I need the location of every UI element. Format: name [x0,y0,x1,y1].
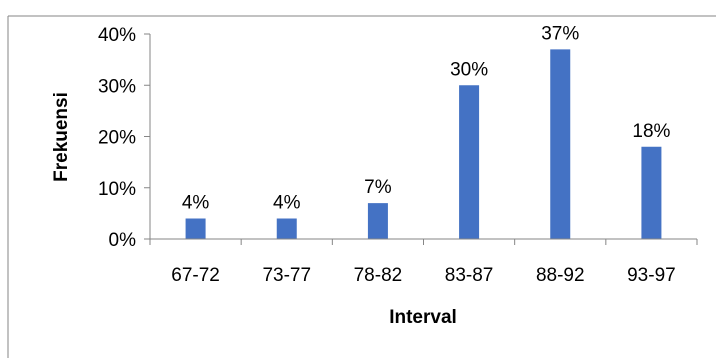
bars [185,49,662,239]
data-label: 30% [450,59,488,80]
x-tick-label: 88-92 [536,265,585,286]
bar [550,49,571,239]
data-label: 7% [364,177,392,198]
x-axis: 67-72 73-77 78-82 83-87 88-92 93-97 [149,238,698,286]
bar [276,218,297,239]
x-tick-label: 83-87 [445,265,494,286]
y-axis: 0% 10% 20% 30% 40% [98,25,151,251]
y-tick-label: 40% [98,25,136,46]
x-axis-title: Interval [389,307,457,328]
x-tick-label: 73-77 [262,265,311,286]
data-label: 18% [632,121,670,142]
y-tick-label: 20% [98,128,136,149]
x-tick-label: 93-97 [627,265,676,286]
data-label: 4% [182,193,210,214]
data-labels: 4% 4% 7% 30% 37% 18% [182,23,671,213]
bar [185,218,206,239]
y-axis-title: Frekuensi [51,92,72,182]
bar [459,85,480,239]
y-tick-label: 0% [109,230,137,251]
data-label: 37% [541,23,579,44]
y-tick-label: 30% [98,76,136,97]
bar [641,146,662,239]
x-tick-label: 67-72 [171,265,220,286]
data-label: 4% [273,193,301,214]
y-tick-label: 10% [98,179,136,200]
x-tick-label: 78-82 [354,265,403,286]
bar [367,203,388,239]
